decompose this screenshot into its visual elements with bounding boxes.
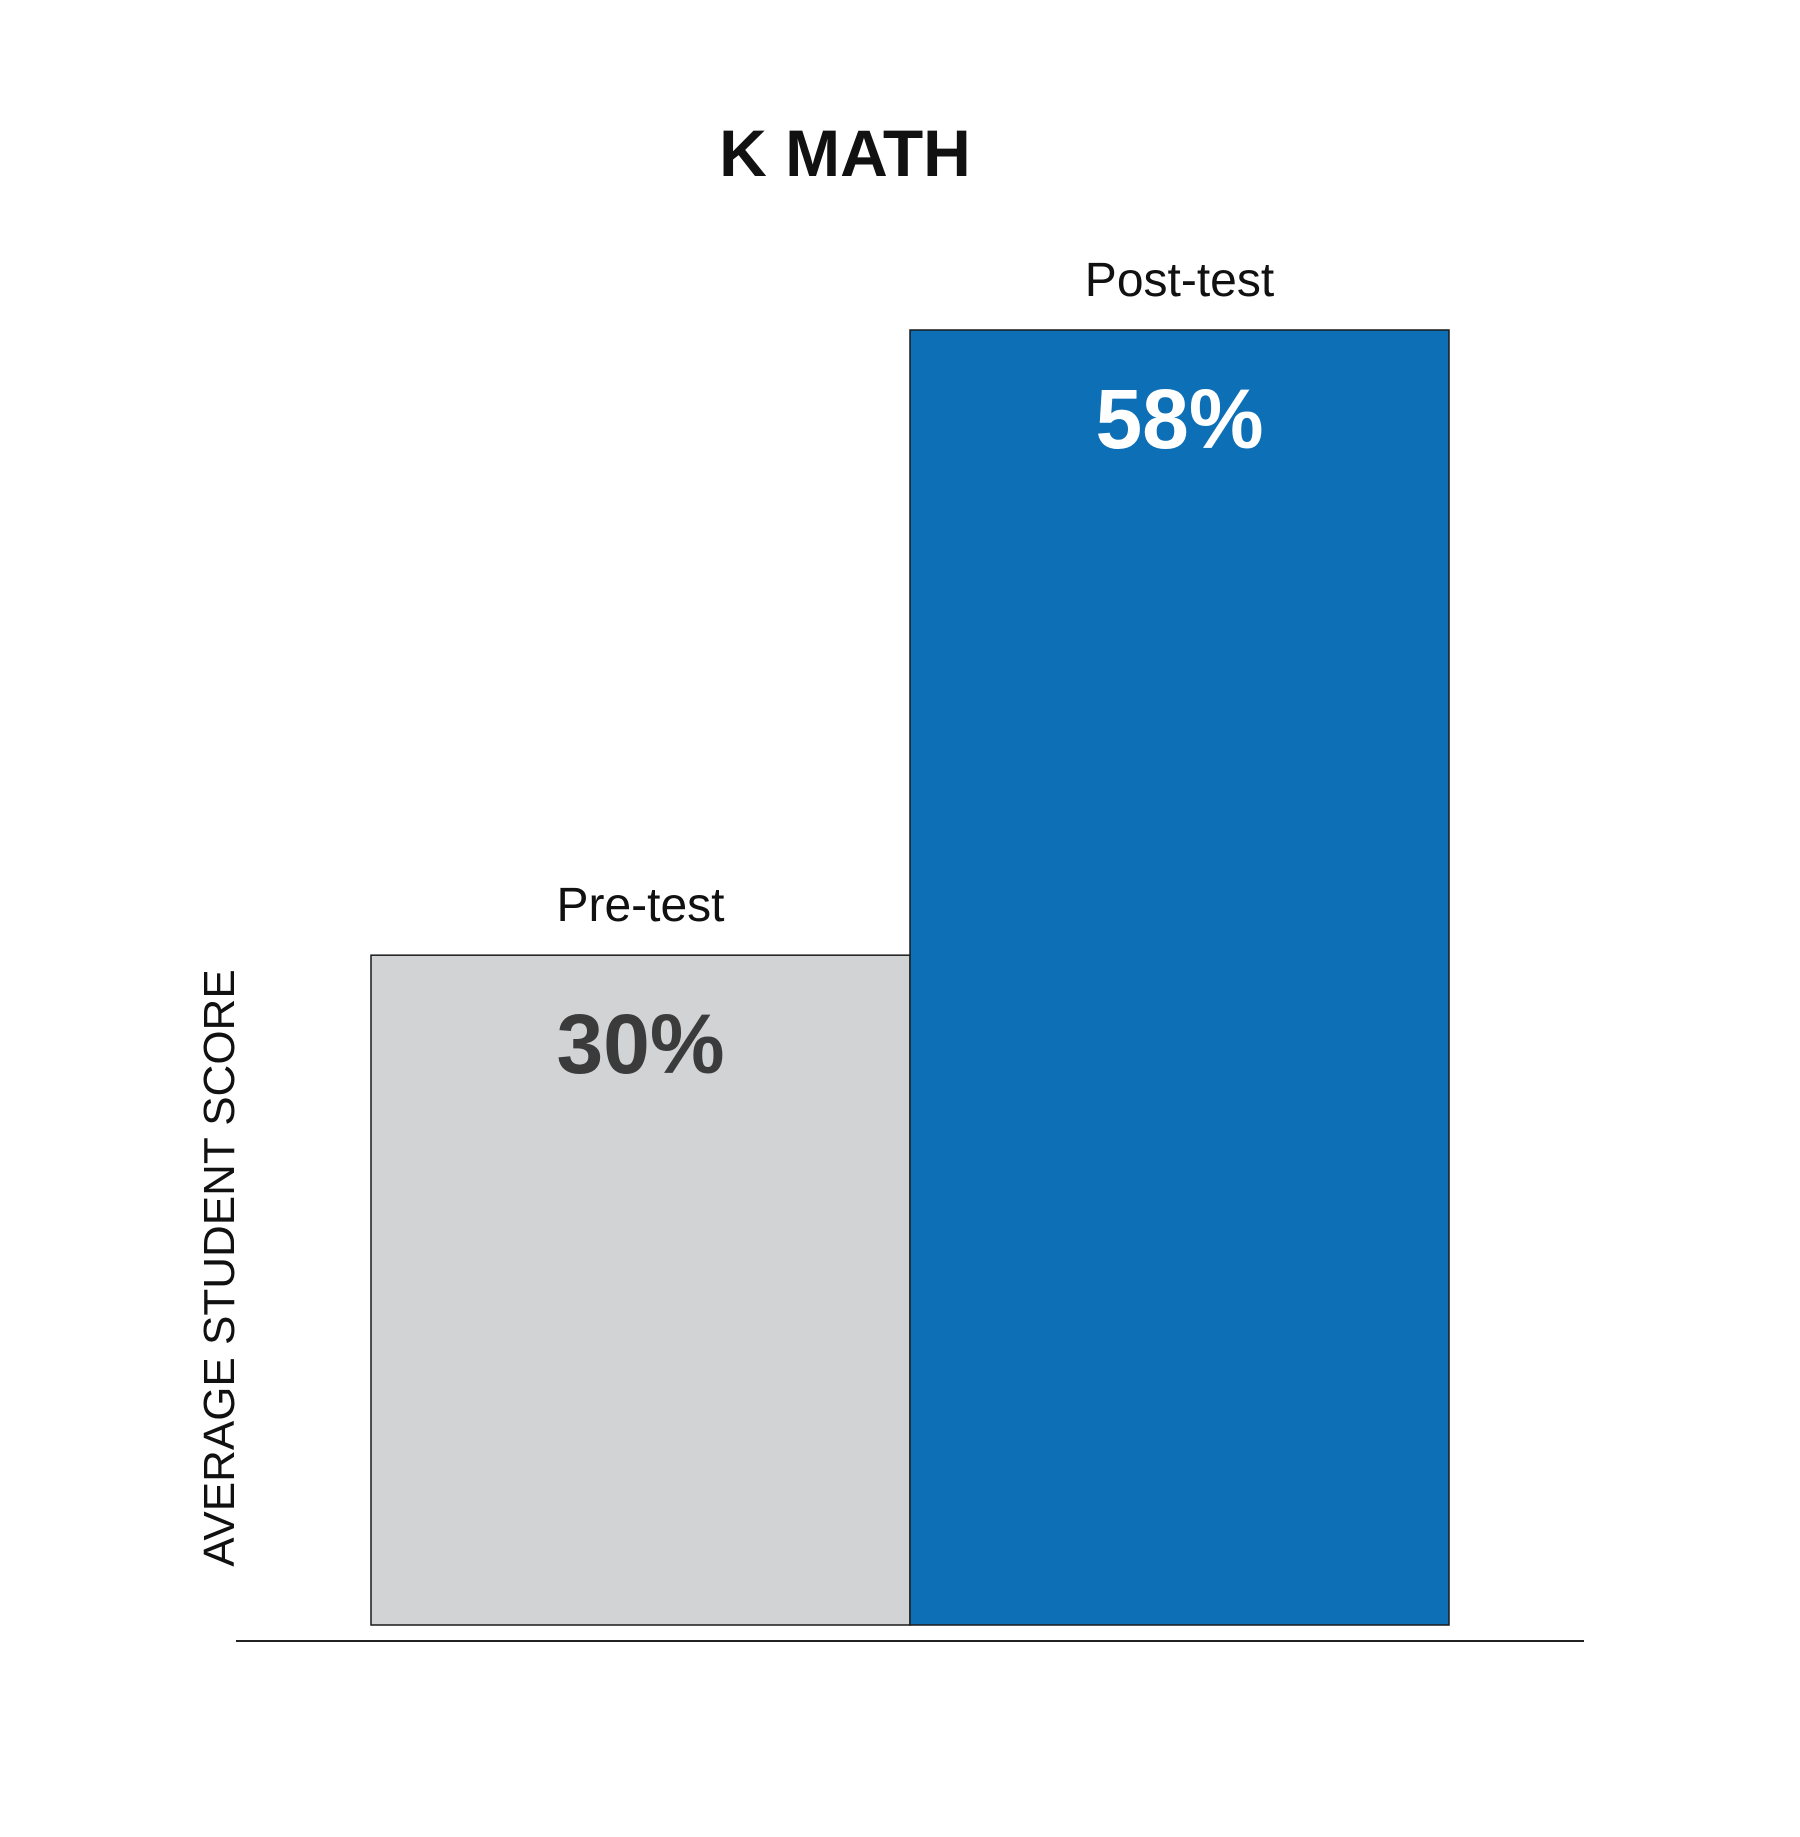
chart-title: K MATH [719, 116, 971, 190]
bar-pre-test [370, 954, 911, 1626]
category-label: Post-test [1085, 254, 1274, 307]
value-labels-group: 30% 58% [556, 372, 1263, 1091]
category-labels-group: Pre-test Post-test [556, 254, 1274, 932]
category-label: Pre-test [556, 879, 724, 932]
y-axis-label: AVERAGE STUDENT SCORE [195, 969, 244, 1566]
bar-post-test [909, 329, 1450, 1626]
bars-group [370, 329, 1450, 1626]
value-label: 30% [556, 997, 724, 1091]
value-label: 58% [1095, 372, 1263, 466]
